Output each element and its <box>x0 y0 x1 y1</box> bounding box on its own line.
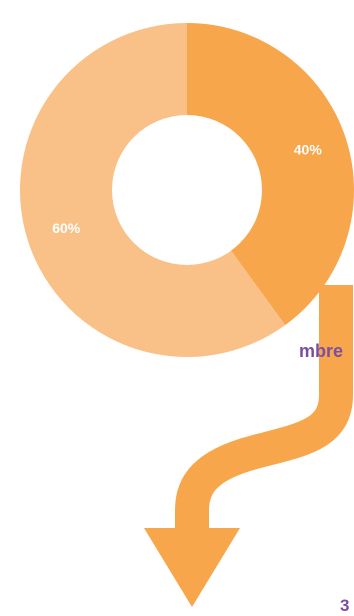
arrow-shaft <box>175 285 353 532</box>
arrow-connector <box>144 285 353 607</box>
cut-off-label-right: mbre <box>299 341 344 361</box>
slice-label-1: 40% <box>294 141 323 157</box>
donut-slice-1 <box>187 23 354 326</box>
donut-hole <box>112 115 262 265</box>
slice-labels: 40% 60% <box>52 141 322 235</box>
arrow-head <box>144 528 240 607</box>
slice-label-2: 60% <box>52 220 81 236</box>
cut-off-label-bottom: 3 <box>340 596 350 615</box>
